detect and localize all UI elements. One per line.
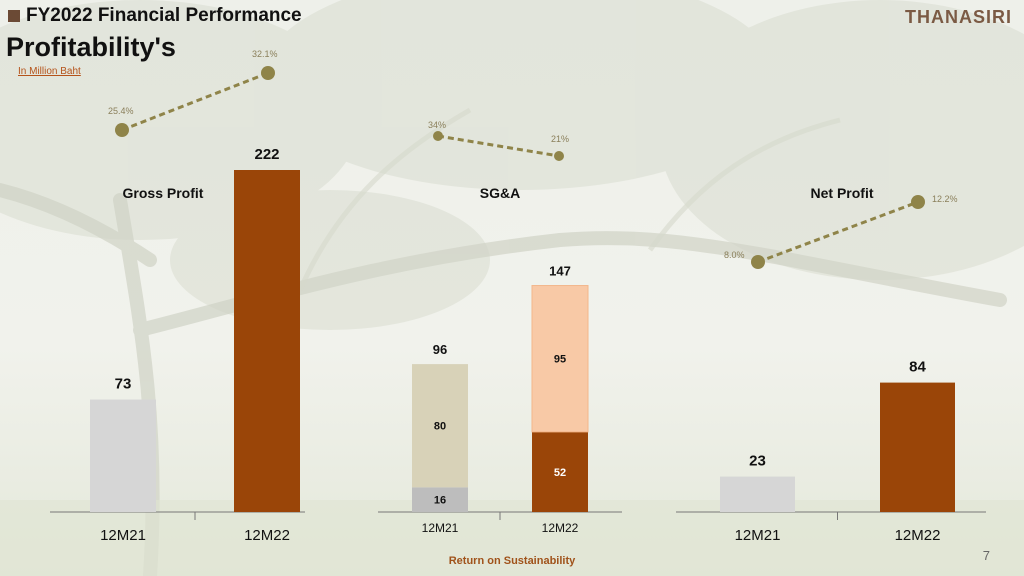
category-tick-label: 12M22 — [244, 527, 290, 544]
bar — [880, 382, 955, 512]
stacked-bar-segment — [412, 364, 468, 488]
margin-point — [115, 123, 129, 137]
bar — [234, 170, 300, 512]
segment-value-label: 95 — [554, 354, 566, 366]
segment-value-label: 16 — [434, 495, 446, 507]
header-square-icon — [8, 10, 20, 22]
segment-value-label: 52 — [554, 467, 566, 479]
category-tick-label: 12M22 — [895, 527, 941, 544]
category-tick-label: 12M21 — [422, 521, 459, 535]
margin-label: 34% — [428, 120, 446, 130]
margin-label: 32.1% — [252, 49, 278, 59]
segment-value-label: 80 — [434, 421, 446, 433]
bar — [720, 476, 795, 512]
stacked-bar-segment — [531, 285, 589, 433]
bar-value-label: 222 — [254, 146, 279, 163]
bar-total-label: 96 — [433, 342, 447, 357]
company-logo: THANASIRI — [905, 7, 1012, 27]
chart-title: SG&A — [480, 185, 520, 201]
margin-label: 8.0% — [724, 250, 745, 260]
bar-total-label: 147 — [549, 264, 571, 279]
slide-title: FY2022 Financial Performance — [26, 5, 302, 26]
margin-label: 12.2% — [932, 194, 958, 204]
margin-point — [433, 131, 443, 141]
bar-value-label: 73 — [115, 376, 132, 393]
stacked-bar-segment — [412, 487, 468, 512]
chart-title: Gross Profit — [123, 185, 204, 201]
bar — [90, 399, 156, 512]
margin-trend-line — [121, 71, 269, 132]
margin-trend-line — [757, 200, 919, 264]
page-number: 7 — [982, 548, 990, 563]
footer-tagline: Return on Sustainability — [448, 555, 576, 567]
category-tick-label: 12M21 — [735, 527, 781, 544]
margin-point — [911, 195, 925, 209]
chart-title: Net Profit — [811, 185, 874, 201]
bar-value-label: 84 — [909, 359, 926, 376]
margin-label: 21% — [551, 134, 569, 144]
category-tick-label: 12M21 — [100, 527, 146, 544]
margin-point — [261, 66, 275, 80]
unit-label: In Million Baht — [18, 66, 81, 77]
slide-subtitle: Profitability's — [6, 32, 176, 62]
bar-value-label: 23 — [749, 453, 766, 470]
margin-trend-line — [437, 134, 560, 158]
margin-point — [751, 255, 765, 269]
stacked-bar-segment — [532, 431, 588, 512]
slide-header: FY2022 Financial Performance — [8, 5, 302, 27]
margin-point — [554, 151, 564, 161]
margin-label: 25.4% — [108, 106, 134, 116]
category-tick-label: 12M22 — [542, 521, 579, 535]
